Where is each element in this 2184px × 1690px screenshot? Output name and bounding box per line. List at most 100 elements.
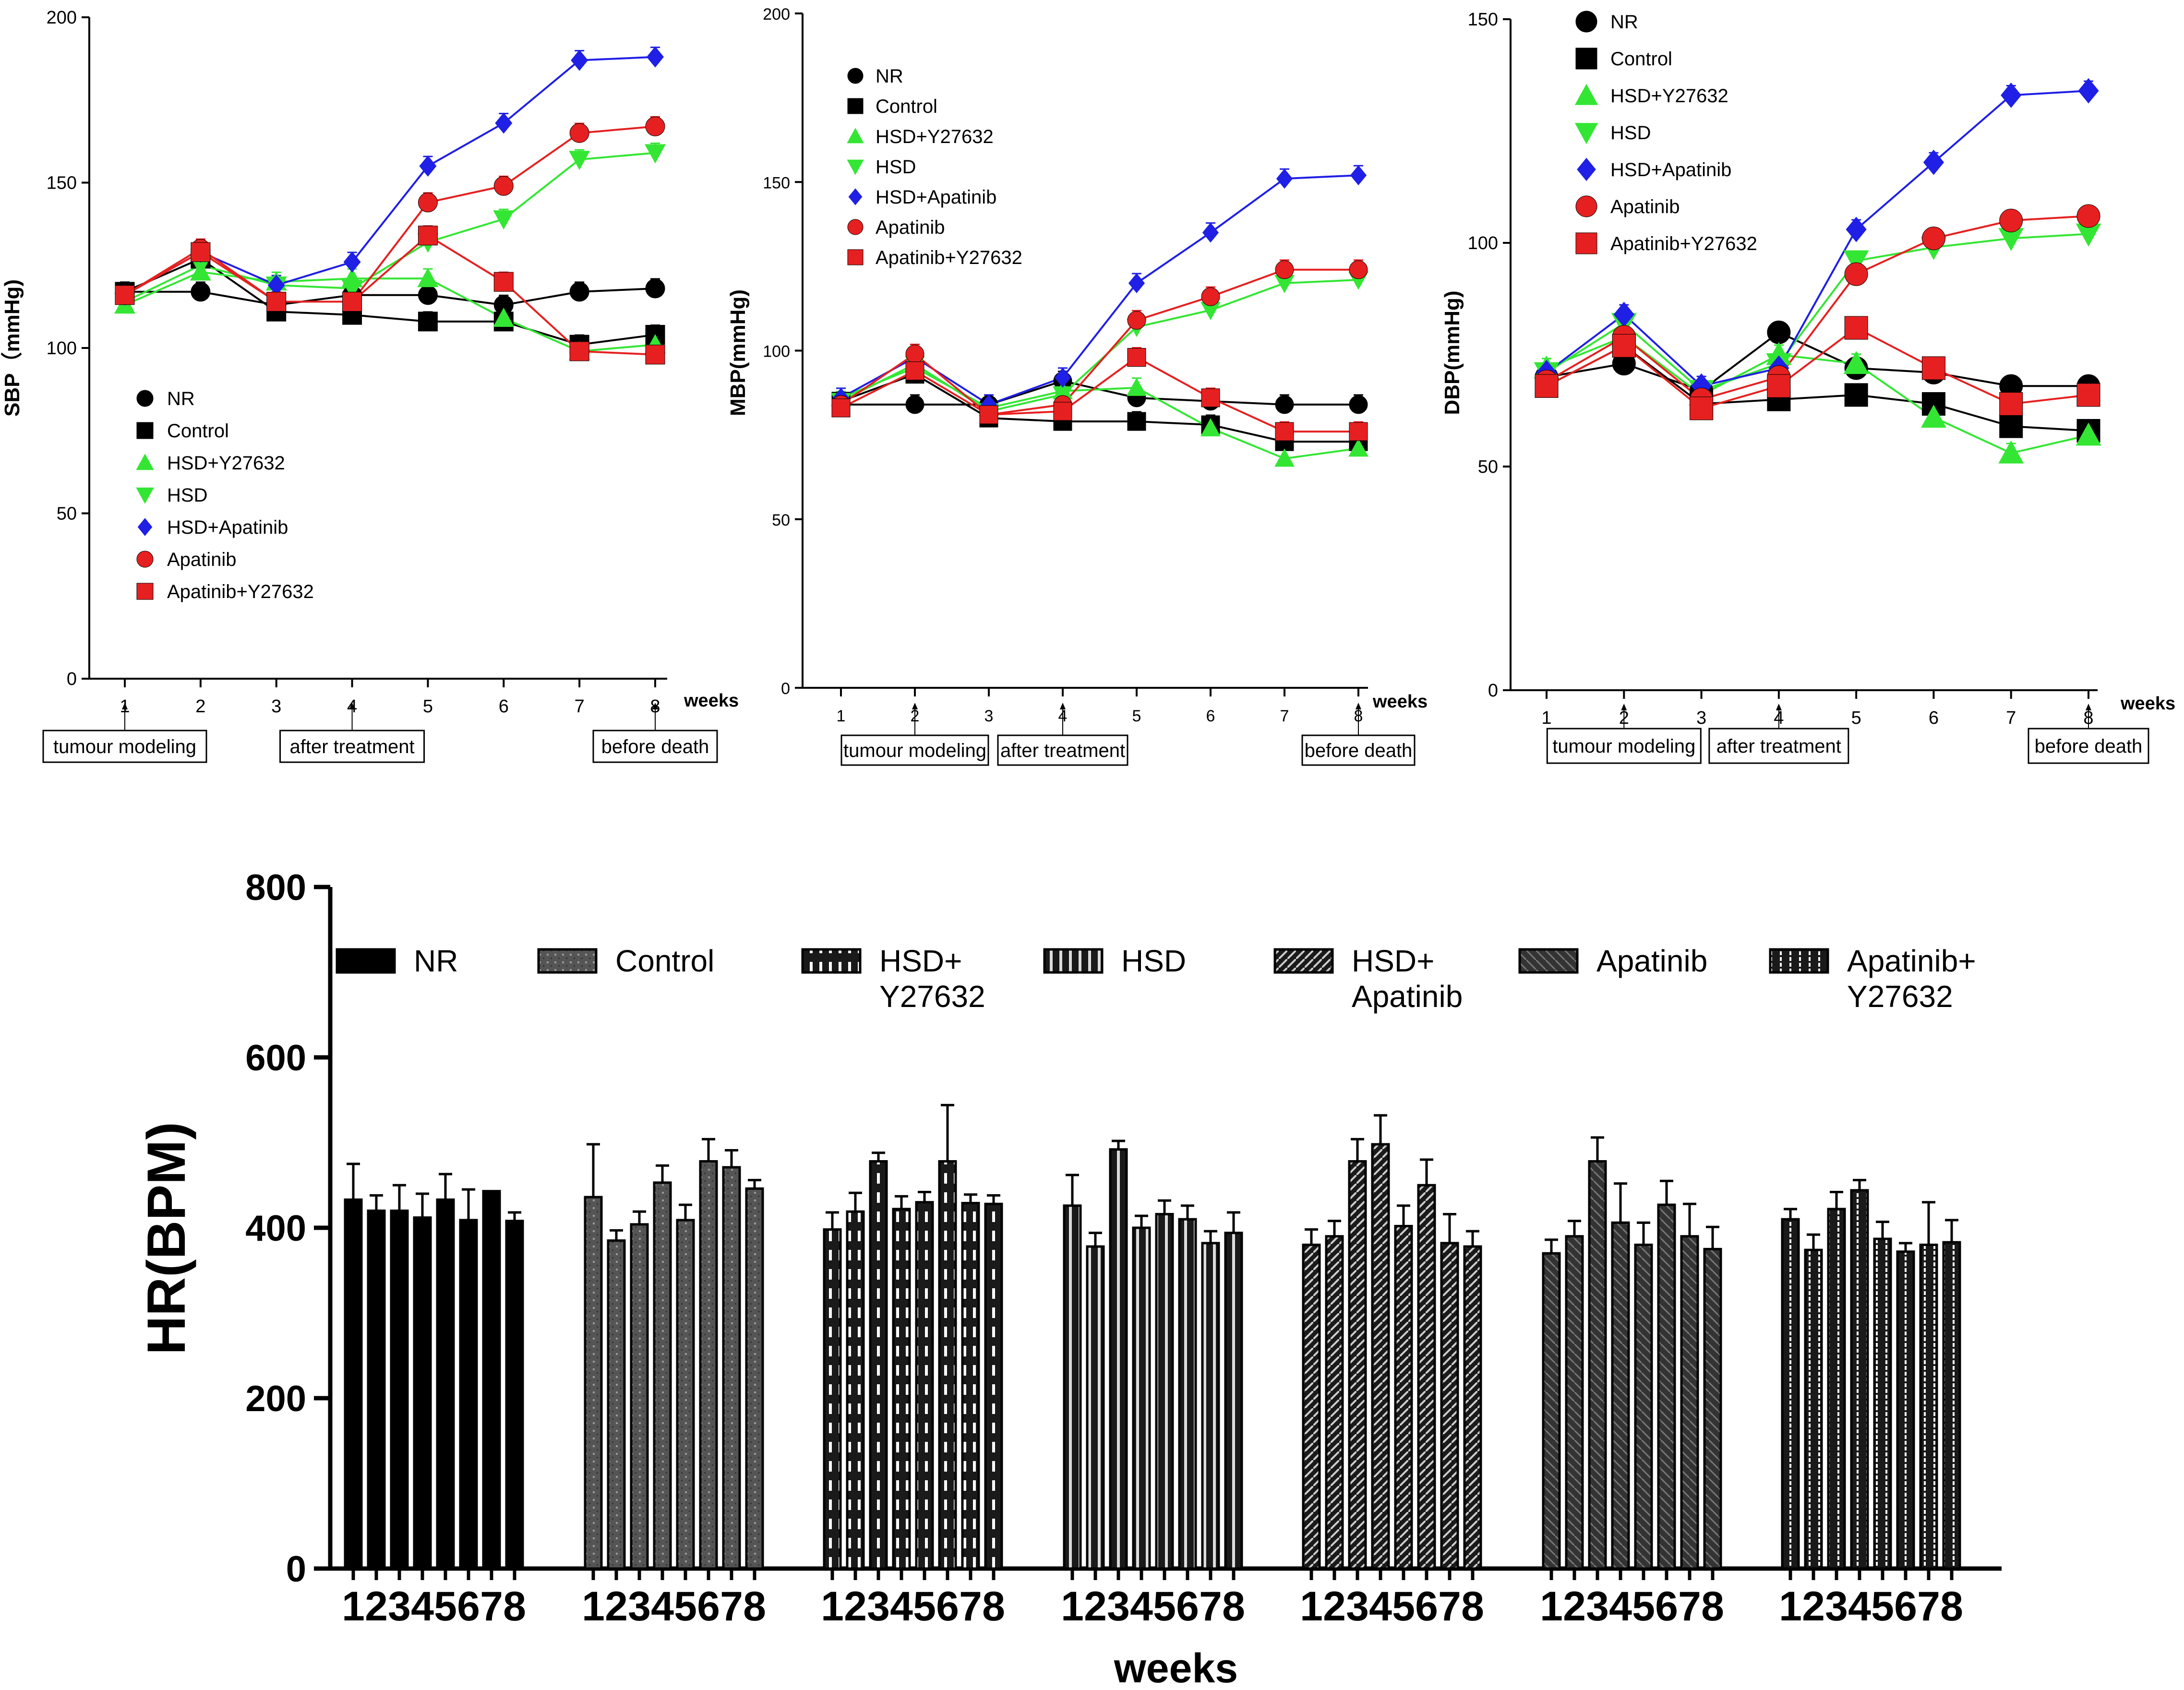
apatinib-y27632-point: [2076, 383, 2100, 407]
hsd-apatinib-point: [1846, 216, 1867, 242]
hsd-y27632-bar: [823, 1228, 842, 1570]
hr-x-tick-label: 4: [411, 1583, 434, 1630]
apatinib-y27632-bar: [1896, 1250, 1915, 1570]
hsd-point: [569, 151, 590, 170]
control-bar: [630, 1223, 649, 1570]
hr-x-tick-label: 3: [1107, 1583, 1130, 1630]
hsd-y27632-line: [840, 366, 1359, 460]
dbp-legend-label: HSD+Apatinib: [1610, 159, 1731, 180]
hr-x-tick-label: 7: [480, 1583, 503, 1630]
sbp-note-box: [279, 730, 425, 763]
hr-x-tick-label: 5: [674, 1583, 697, 1630]
dbp-note-box: [2028, 728, 2149, 764]
hr-legend-label: Y27632: [1847, 979, 1953, 1014]
nr-bar: [505, 1220, 524, 1570]
hsd-apatinib-bar: [1325, 1235, 1344, 1570]
hsd-legend-marker: [847, 159, 864, 175]
dbp-note-box: [1546, 728, 1702, 764]
hr-x-tick-label: 8: [982, 1583, 1005, 1630]
apatinib-y27632-point: [1201, 388, 1220, 408]
hsd-bar: [1109, 1148, 1128, 1570]
sbp-note-label: after treatment: [290, 736, 415, 757]
hsd-y27632-point: [1348, 438, 1368, 457]
hr-x-tick-label: 5: [1392, 1583, 1415, 1630]
dbp-legend-label: Apatinib: [1610, 196, 1680, 217]
apatinib-point: [2076, 204, 2100, 228]
apatinib-y27632-point: [418, 226, 438, 246]
hsd-apatinib-bar: [1348, 1160, 1367, 1570]
hr-legend-label: Control: [615, 944, 714, 978]
apatinib-legend-swatch: [1518, 948, 1579, 974]
nr-point: [1275, 395, 1294, 414]
mbp-legend-label: HSD+Y27632: [876, 126, 994, 147]
mbp-note-arrowhead: [912, 703, 918, 709]
hsd-bar: [1063, 1204, 1082, 1570]
apatinib-y27632-point: [1844, 316, 1868, 340]
dbp-y-tick-label: 0: [1488, 681, 1498, 701]
hr-x-tick-label: 2: [1084, 1583, 1107, 1630]
apatinib-y27632-point: [342, 292, 362, 312]
apatinib-bar: [1588, 1160, 1607, 1570]
hr-x-tick-label: 7: [1917, 1583, 1940, 1630]
apatinib-y27632-line: [840, 356, 1358, 433]
apatinib-bar: [1565, 1235, 1584, 1570]
sbp-note-box: [592, 730, 718, 763]
sbp-y-tick-label: 50: [57, 504, 77, 524]
mbp-y-axis-title: MBP(mmHg): [726, 289, 750, 416]
nr-bar: [459, 1219, 478, 1570]
apatinib-point: [418, 192, 438, 213]
hsd-apatinib-point: [1613, 301, 1634, 327]
nr-bar: [367, 1210, 386, 1570]
hr-x-tick-label: 6: [1176, 1583, 1199, 1630]
apatinib-y27632-bar: [1850, 1189, 1869, 1570]
hsd-apatinib-point: [495, 112, 513, 134]
hsd-y27632-legend-swatch: [801, 948, 862, 974]
mbp-note-label: after treatment: [1000, 740, 1125, 761]
hr-x-axis-title: weeks: [1114, 1645, 1238, 1690]
sbp-legend-label: Control: [167, 420, 229, 442]
apatinib-y27632-point: [1053, 402, 1072, 421]
hsd-y27632-bar: [892, 1208, 911, 1570]
hr-x-tick-label: 6: [1655, 1583, 1678, 1630]
hr-x-tick-label: 4: [890, 1583, 913, 1630]
hr-y-tick-label: 400: [245, 1208, 306, 1249]
apatinib-point: [1275, 260, 1294, 279]
dbp-y-tick-label: 150: [1468, 10, 1498, 30]
apatinib-legend-marker: [847, 219, 864, 235]
mbp-note-label: tumour modeling: [843, 740, 986, 761]
hr-legend-label: Apatinib: [1352, 979, 1463, 1014]
mbp-x-tick-label: 5: [1132, 707, 1141, 725]
hsd-point: [1274, 275, 1295, 293]
apatinib-point: [645, 116, 665, 136]
sbp-y-tick-label: 100: [47, 338, 77, 359]
hr-legend-label: Apatinib: [1596, 944, 1707, 978]
nr-bar: [344, 1198, 363, 1570]
mbp-legend-label: Apatinib: [876, 217, 945, 238]
control-bar: [584, 1196, 603, 1570]
hr-x-tick-label: 5: [1153, 1583, 1176, 1630]
hr-x-tick-label: 1: [342, 1583, 365, 1630]
hsd-line: [1546, 233, 2089, 392]
sbp-chart: 05010015020012345678SBP（mmHg)weeksNRCont…: [0, 8, 739, 763]
hr-x-tick-label: 8: [743, 1583, 766, 1630]
apatinib-y27632-point: [569, 341, 589, 361]
dbp-legend-label: NR: [1610, 12, 1638, 33]
hsd-y27632-point: [1127, 377, 1147, 396]
apatinib-y27632-point: [266, 292, 287, 312]
apatinib-bar: [1611, 1221, 1630, 1570]
hr-x-tick-label: 7: [1438, 1583, 1461, 1630]
hr-legend-label: HSD+: [879, 944, 962, 978]
mbp-y-tick-label: 100: [763, 343, 790, 361]
apatinib-y27632-point: [1999, 392, 2023, 416]
hr-y-tick-label: 200: [245, 1378, 306, 1419]
dbp-legend-label: Apatinib+Y27632: [1610, 233, 1757, 254]
hr-x-tick-label: 1: [1061, 1583, 1084, 1630]
hr-x-tick-label: 3: [388, 1583, 411, 1630]
sbp-note-arrowhead: [122, 703, 128, 709]
apatinib-y27632-bar: [1919, 1244, 1938, 1570]
nr-line: [1546, 331, 2088, 392]
apatinib-y27632-bar: [1942, 1241, 1961, 1570]
sbp-note-arrowhead: [349, 703, 355, 709]
mbp-note-box: [1301, 734, 1416, 766]
